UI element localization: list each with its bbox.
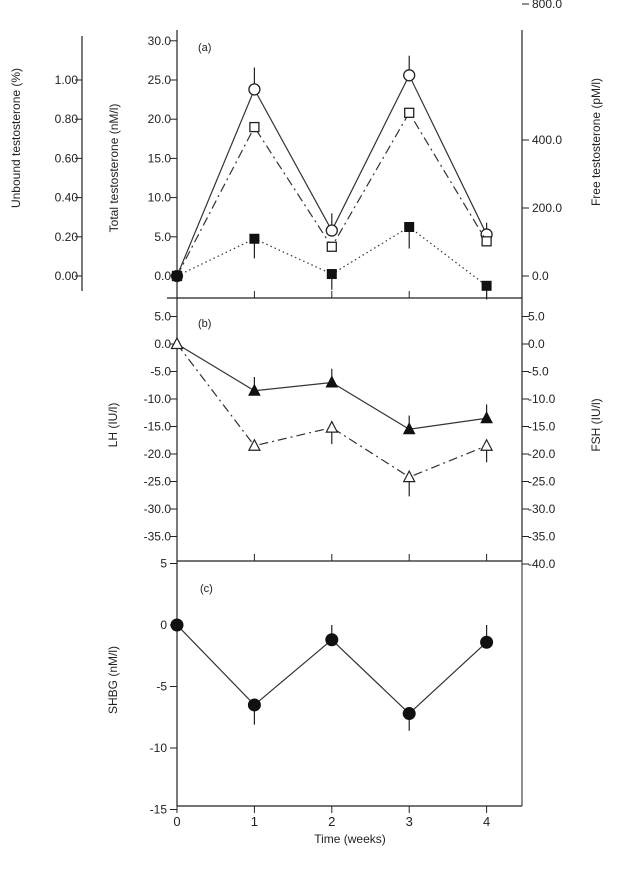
free-testosterone-point-week-3	[404, 107, 415, 118]
fsh-axis-title: FSH (IU/l)	[589, 398, 603, 451]
lh-y-tick-label: -5.0	[150, 365, 171, 379]
total-testosterone-point-week-3	[403, 69, 416, 82]
lh-y-tick-label: -30.0	[144, 502, 172, 516]
unbound-testosterone-point-week-4	[481, 280, 492, 291]
x-axis-title: Time (weeks)	[314, 832, 386, 846]
unbound-y-tick-label: 0.40	[55, 191, 79, 205]
lh-y-tick-label: -35.0	[144, 530, 172, 544]
unbound-testosterone-point-week-3	[404, 222, 415, 232]
fsh-y-tick-label: 0.0	[528, 337, 545, 351]
lh-point-week-2	[325, 375, 339, 388]
x-tick-label: 1	[251, 814, 258, 829]
total-y-tick-label: 30.0	[148, 34, 172, 48]
fsh-y-tick-label: -25.0	[528, 475, 556, 489]
unbound-axis-title: Unbound testosterone (%)	[9, 68, 23, 208]
free-y-tick-label: 200.0	[532, 201, 562, 215]
x-tick-label: 3	[406, 814, 413, 829]
unbound-y-tick-label: 0.00	[55, 269, 79, 283]
shbg-point-week-1	[247, 698, 261, 712]
lh-y-tick-label: -10.0	[144, 392, 172, 406]
lh-y-tick-label: -15.0	[144, 420, 172, 434]
lh-y-tick-label: 5.0	[154, 310, 171, 324]
shbg-y-tick-label: 0	[160, 618, 167, 632]
free-y-tick-label: 0.0	[532, 269, 549, 283]
fsh-point-week-0	[170, 336, 184, 350]
x-tick-label: 0	[173, 814, 180, 829]
free-testosterone-point-week-4	[481, 236, 492, 247]
unbound-testosterone-point-week-2	[326, 269, 337, 280]
shbg-axis-title: SHBG (nM/l)	[106, 646, 120, 714]
x-tick-label: 4	[483, 814, 490, 829]
unbound-y-tick-label: 0.80	[55, 112, 79, 126]
fsh-series-line	[176, 343, 487, 478]
shbg-point-week-0	[170, 618, 184, 632]
shbg-y-tick-label: -10	[150, 741, 168, 755]
total-y-tick-label: 10.0	[148, 191, 172, 205]
fsh-point-week-1	[247, 438, 261, 451]
fsh-y-tick-label: -5.0	[528, 365, 549, 379]
free-axis-title: Free testosterone (pM/l)	[589, 78, 603, 206]
fsh-y-tick-label: -35.0	[528, 530, 556, 544]
total-axis-title: Total testosterone (nM/l)	[107, 104, 121, 233]
free-testosterone-point-week-2	[326, 241, 337, 252]
total-testosterone-point-week-1	[248, 83, 261, 96]
unbound-testosterone-point-week-1	[249, 233, 260, 244]
fsh-y-tick-label: -20.0	[528, 447, 556, 461]
shbg-point-week-3	[402, 707, 416, 721]
unbound-testosterone-point-week-0	[172, 271, 182, 281]
total-y-tick-label: 15.0	[148, 151, 172, 165]
shbg-y-tick-label: -15	[150, 803, 168, 817]
panel-c-label: (c)	[200, 583, 213, 595]
total-testosterone-point-week-2	[325, 224, 338, 237]
panel-a-label: (a)	[198, 42, 211, 54]
free-y-tick-label: 400.0	[532, 133, 562, 147]
total-y-tick-label: 0.0	[154, 269, 171, 283]
x-tick-label: 2	[328, 814, 335, 829]
fsh-point-week-2	[325, 420, 339, 433]
lh-axis-title: LH (IU/l)	[106, 403, 120, 448]
panel-b-label: (b)	[198, 318, 211, 330]
total-y-tick-label: 5.0	[154, 230, 171, 244]
unbound-testosterone-series-line	[176, 226, 487, 287]
fsh-y-tick-label: -40.0	[528, 557, 556, 571]
fsh-y-tick-label: -10.0	[528, 392, 556, 406]
shbg-point-week-2	[325, 633, 339, 647]
shbg-point-week-4	[480, 635, 494, 649]
lh-point-week-3	[402, 422, 416, 435]
unbound-y-tick-label: 0.20	[55, 230, 79, 244]
unbound-y-tick-label: 1.00	[55, 73, 79, 87]
free-y-tick-label: 800.0	[532, 0, 562, 11]
total-y-tick-label: 20.0	[148, 112, 172, 126]
fsh-point-week-3	[402, 469, 416, 483]
unbound-y-tick-label: 0.60	[55, 151, 79, 165]
lh-y-tick-label: -25.0	[144, 475, 172, 489]
shbg-y-tick-label: -5	[156, 680, 167, 694]
free-testosterone-point-week-1	[249, 121, 260, 133]
fsh-y-tick-label: -30.0	[528, 502, 556, 516]
lh-y-tick-label: 0.0	[154, 337, 171, 351]
fsh-point-week-4	[480, 438, 494, 451]
fsh-y-tick-label: 5.0	[528, 310, 545, 324]
lh-point-week-1	[248, 383, 261, 396]
lh-point-week-4	[480, 411, 493, 424]
total-y-tick-label: 25.0	[148, 73, 172, 87]
lh-y-tick-label: -20.0	[144, 447, 172, 461]
fsh-y-tick-label: -15.0	[528, 420, 556, 434]
shbg-y-tick-label: 5	[160, 557, 167, 571]
